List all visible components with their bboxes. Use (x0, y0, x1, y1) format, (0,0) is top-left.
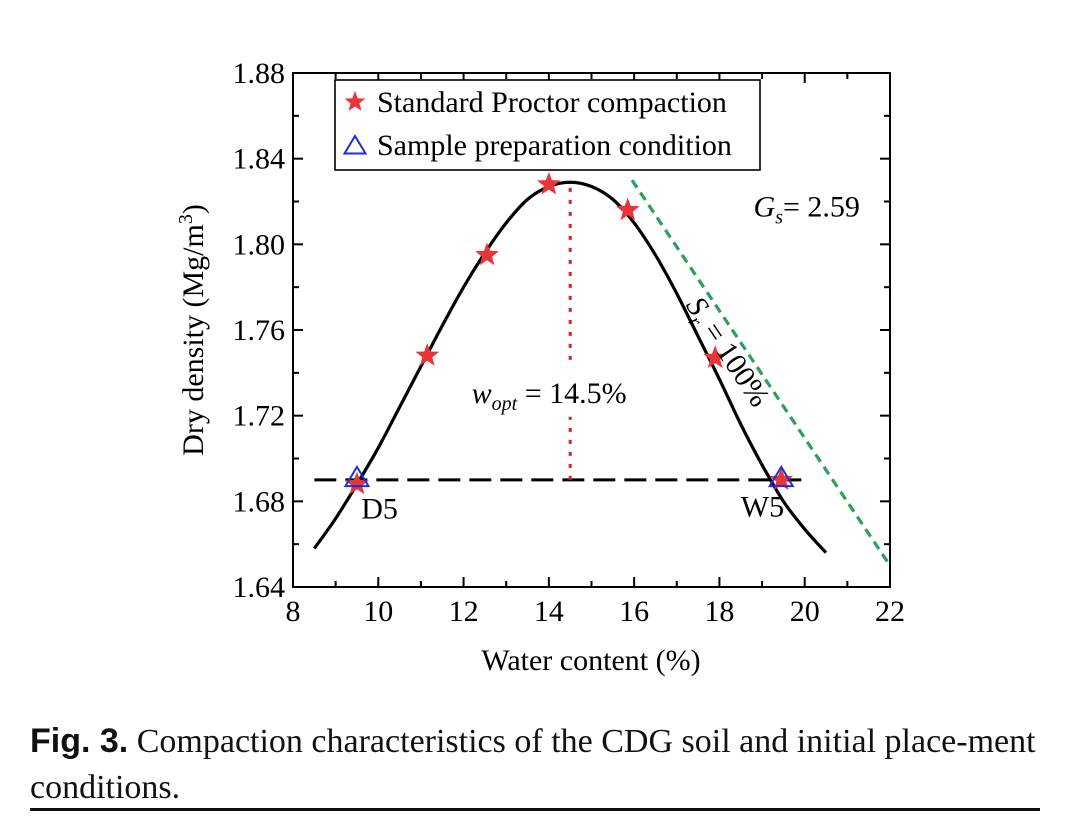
proctor-point-1 (345, 471, 369, 495)
x-axis-label: Water content (%) (481, 644, 700, 677)
wopt-label-gap (566, 362, 575, 417)
proctor-point-4 (537, 171, 561, 195)
x-tick-label: 18 (704, 595, 734, 628)
figure-caption: Fig. 3. Compaction characteristics of th… (30, 718, 1050, 811)
x-tick-label: 20 (790, 595, 820, 628)
legend-triangle-icon (342, 134, 368, 155)
legend-label-proctor: Standard Proctor compaction (377, 86, 727, 119)
y-tick-label: 1.72 (233, 400, 286, 433)
y-tick-label: 1.76 (233, 314, 286, 347)
legend-star-icon (344, 91, 366, 111)
y-tick-label: 1.64 (233, 571, 286, 604)
sample-point-2 (767, 464, 795, 488)
gs-annotation: Gs= 2.59 (754, 190, 860, 228)
compaction-chart: 8 10 12 14 16 18 20 22 1.64 1.68 1.72 1.76 1.80 1.84 1… (175, 57, 905, 677)
wopt-annotation: wopt = 14.5% (472, 377, 627, 415)
x-tick-label: 22 (875, 595, 905, 628)
proctor-point-3 (475, 242, 499, 266)
x-tick-label: 10 (363, 595, 393, 628)
y-tick-label: 1.80 (233, 228, 286, 261)
proctor-point-6 (703, 345, 728, 368)
x-tick-label: 8 (286, 595, 301, 628)
legend-box (334, 79, 761, 171)
bottom-rule (30, 808, 1040, 811)
x-tick-label: 14 (534, 595, 564, 628)
y-tick-label: 1.84 (233, 143, 286, 176)
x-tick-label: 16 (619, 595, 649, 628)
saturation-label: Sr = 100% (675, 291, 776, 416)
y-tick-label: 1.88 (233, 57, 286, 90)
x-tick-label: 12 (449, 595, 479, 628)
legend: Standard Proctor compaction Sample prepa… (334, 79, 761, 171)
y-tick-label: 1.68 (233, 485, 286, 518)
fit-curve (313, 180, 828, 554)
y-axis-label-sup: 3 (175, 214, 197, 224)
sample-point-1 (343, 464, 371, 488)
proctor-point-5 (615, 197, 640, 221)
figure-label: Fig. 3. (30, 722, 129, 760)
d5-label: D5 (361, 492, 398, 525)
proctor-point-7 (769, 467, 794, 490)
w5-label: W5 (741, 490, 784, 523)
figure-caption-text: Compaction characteristics of the CDG so… (30, 723, 1036, 806)
y-axis-label: Dry density (Mg/m3) (175, 204, 210, 456)
legend-label-sample: Sample preparation condition (377, 129, 732, 162)
saturation-line (630, 179, 890, 567)
proctor-point-2 (415, 343, 440, 366)
